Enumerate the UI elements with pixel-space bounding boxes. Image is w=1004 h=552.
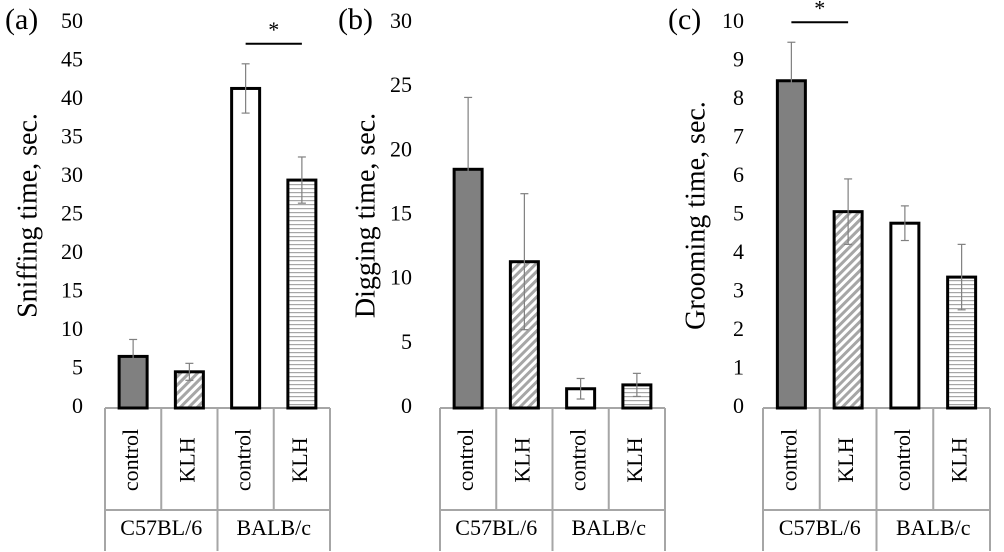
panel-label: (b) <box>338 3 373 36</box>
y-tick-label: 0 <box>401 393 412 418</box>
y-tick-label: 50 <box>61 8 83 33</box>
x-tick-label: KLH <box>174 437 199 482</box>
error-bar <box>185 362 194 381</box>
y-tick-label: 5 <box>72 355 83 380</box>
y-tick-label: 5 <box>401 329 412 354</box>
y-tick-label: 10 <box>390 265 412 290</box>
x-tick-label: KLH <box>622 437 647 482</box>
y-tick-label: 7 <box>733 124 744 149</box>
significance-label: * <box>268 17 279 42</box>
y-tick-label: 35 <box>61 124 83 149</box>
bar <box>775 79 807 410</box>
group-label: BALB/c <box>236 515 311 540</box>
group-label: BALB/c <box>896 515 971 540</box>
bar <box>286 178 318 410</box>
error-bar <box>576 377 585 400</box>
x-tick-label: control <box>453 429 478 491</box>
error-bar <box>900 205 909 242</box>
error-bar <box>632 372 641 398</box>
y-tick-label: 4 <box>733 239 744 264</box>
x-tick-label: KLH <box>947 437 972 482</box>
y-tick-label: 45 <box>61 47 83 72</box>
y-tick-label: 0 <box>733 393 744 418</box>
y-tick-label: 1 <box>733 355 744 380</box>
group-label: BALB/c <box>571 515 646 540</box>
y-tick-label: 5 <box>733 201 744 226</box>
y-axis-title: Digging time, sec. <box>350 113 381 318</box>
y-tick-label: 6 <box>733 162 744 187</box>
y-tick-label: 15 <box>61 278 83 303</box>
y-axis-title: Grooming time, sec. <box>680 101 711 330</box>
bar <box>230 86 262 410</box>
y-tick-label: 25 <box>61 201 83 226</box>
error-bar <box>520 193 529 331</box>
x-tick-label: control <box>566 429 591 491</box>
x-tick-label: KLH <box>287 437 312 482</box>
y-tick-label: 9 <box>733 47 744 72</box>
y-tick-label: 30 <box>390 8 412 33</box>
y-tick-label: 3 <box>733 278 744 303</box>
y-tick-label: 15 <box>390 201 412 226</box>
x-tick-label: control <box>118 429 143 491</box>
y-tick-label: 8 <box>733 85 744 110</box>
y-tick-label: 10 <box>61 316 83 341</box>
error-bar <box>297 156 306 204</box>
panel-label: (c) <box>668 3 701 36</box>
y-axis-title: Sniffing time, sec. <box>12 113 43 318</box>
significance-label: * <box>814 0 825 20</box>
y-tick-label: 0 <box>72 393 83 418</box>
x-tick-label: control <box>776 429 801 491</box>
error-bar <box>787 41 796 120</box>
error-bar <box>844 178 853 245</box>
x-tick-label: KLH <box>509 437 534 482</box>
y-tick-label: 30 <box>61 162 83 187</box>
error-bar <box>464 96 473 242</box>
y-tick-label: 40 <box>61 85 83 110</box>
error-bar <box>241 63 250 114</box>
error-bar <box>957 243 966 311</box>
panel-label: (a) <box>5 3 38 36</box>
x-tick-label: control <box>890 429 915 491</box>
y-tick-label: 2 <box>733 316 744 341</box>
group-label: C57BL/6 <box>455 515 537 540</box>
y-tick-label: 25 <box>390 72 412 97</box>
y-tick-label: 10 <box>722 8 744 33</box>
x-tick-label: KLH <box>833 437 858 482</box>
error-bar <box>129 338 138 374</box>
group-label: C57BL/6 <box>120 515 202 540</box>
x-tick-label: control <box>231 429 256 491</box>
y-tick-label: 20 <box>61 239 83 264</box>
bar <box>889 221 921 410</box>
y-tick-label: 20 <box>390 136 412 161</box>
group-label: C57BL/6 <box>779 515 861 540</box>
